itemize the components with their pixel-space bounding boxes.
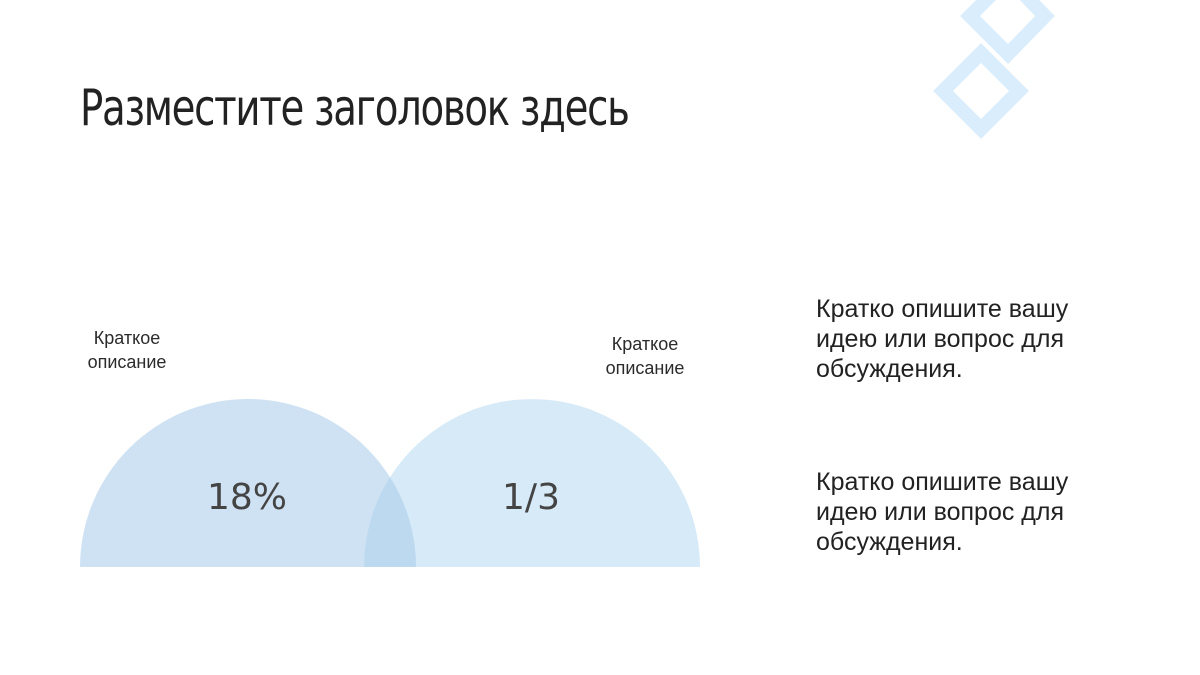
right-caption: Краткое описание xyxy=(605,334,685,378)
diamond-bottom xyxy=(933,43,1029,139)
right-stat-value: 1/3 xyxy=(502,477,560,518)
description-2: Кратко опишите вашу идею или вопрос для … xyxy=(816,468,1069,556)
left-semicircle xyxy=(80,399,416,567)
left-stat-value: 18% xyxy=(207,477,287,518)
right-semicircle xyxy=(364,399,700,567)
page-title: Разместите заголовок здесь xyxy=(80,79,630,137)
semicircle-overlap xyxy=(363,477,417,567)
description-1: Кратко опишите вашу идею или вопрос для … xyxy=(816,295,1069,383)
diamond-top xyxy=(960,0,1055,64)
left-caption: Краткое описание xyxy=(87,328,167,372)
